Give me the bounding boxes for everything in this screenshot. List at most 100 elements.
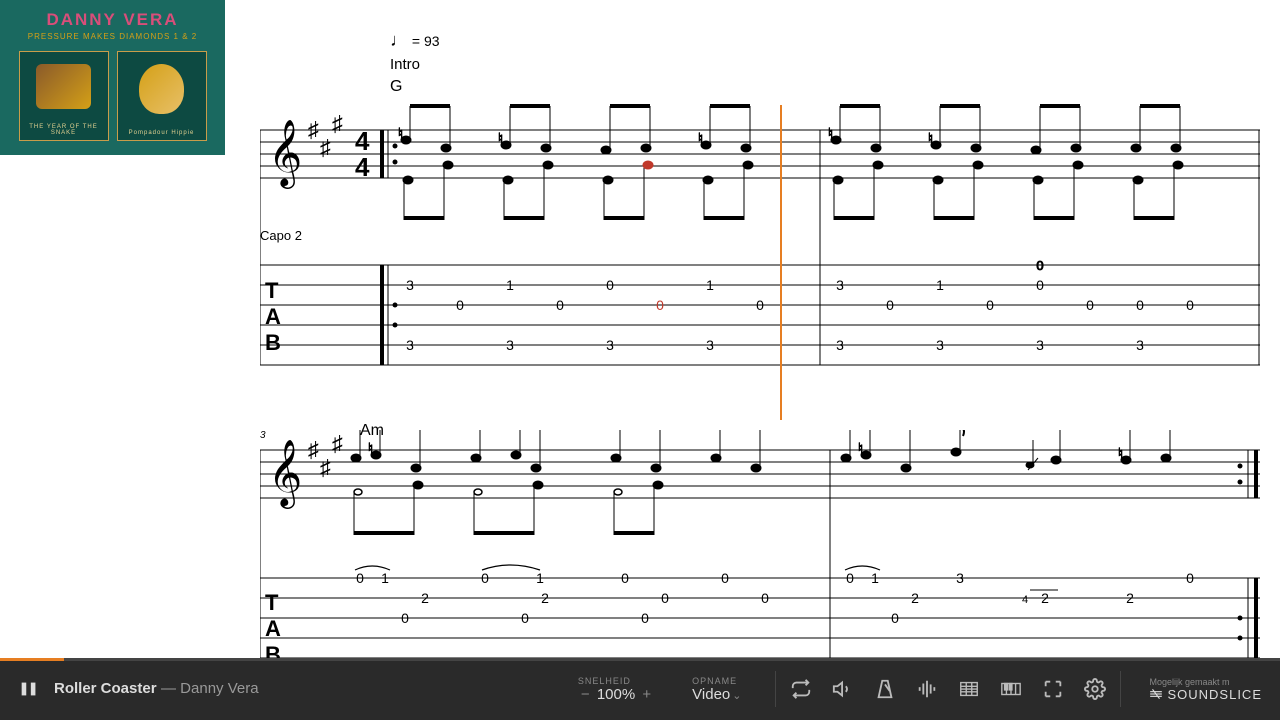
- svg-text:♮: ♮: [828, 125, 833, 141]
- svg-text:4: 4: [355, 152, 370, 182]
- svg-text:0: 0: [756, 297, 764, 313]
- svg-text:♯: ♯: [332, 431, 343, 456]
- notation-area[interactable]: ♩ = 93 Intro G Capo 2 𝄞 ♯♯♯ 4 4: [260, 30, 1260, 720]
- chevron-down-icon: ⌄: [732, 690, 741, 702]
- album-artist: DANNY VERA: [10, 10, 215, 30]
- capo-label: Capo 2: [260, 228, 302, 243]
- svg-text:♯: ♯: [320, 455, 331, 480]
- svg-text:0: 0: [1136, 297, 1144, 313]
- svg-text:♯: ♯: [320, 135, 331, 160]
- svg-text:3: 3: [506, 337, 514, 353]
- svg-text:0: 0: [656, 297, 664, 313]
- svg-text:A: A: [265, 616, 281, 641]
- album-cover-1: THE YEAR OF THE SNAKE: [19, 51, 109, 141]
- svg-text:0: 0: [1086, 297, 1094, 313]
- svg-text:3: 3: [706, 337, 714, 353]
- bar-number-3: 3: [260, 430, 266, 441]
- svg-text:𝄞: 𝄞: [268, 120, 302, 189]
- speed-plus[interactable]: +: [639, 686, 654, 703]
- progress-track[interactable]: [0, 658, 1280, 661]
- notation-system-1: ♩ = 93 Intro G Capo 2 𝄞 ♯♯♯ 4 4: [260, 30, 1260, 400]
- album-art-panel: DANNY VERA PRESSURE MAKES DIAMONDS 1 & 2…: [0, 0, 225, 155]
- svg-text:0: 0: [401, 610, 409, 626]
- player-bar: Roller Coaster — Danny Vera SNELHEID − 1…: [0, 658, 1280, 720]
- fullscreen-icon[interactable]: [1042, 678, 1064, 700]
- speed-minus[interactable]: −: [578, 686, 593, 703]
- svg-text:2: 2: [541, 590, 549, 606]
- svg-text:T: T: [265, 590, 279, 615]
- svg-text:0: 0: [761, 590, 769, 606]
- svg-text:♮: ♮: [928, 130, 933, 146]
- svg-text:0: 0: [356, 570, 364, 586]
- svg-text:0: 0: [986, 297, 994, 313]
- svg-text:0: 0: [606, 277, 614, 293]
- svg-text:A: A: [265, 304, 281, 329]
- svg-text:0: 0: [521, 610, 529, 626]
- svg-text:B: B: [265, 330, 281, 355]
- svg-text:2: 2: [1041, 590, 1049, 606]
- svg-text:♮: ♮: [498, 130, 503, 146]
- svg-text:0: 0: [846, 570, 854, 586]
- svg-text:0: 0: [891, 610, 899, 626]
- svg-text:♮: ♮: [1118, 445, 1123, 461]
- waveform-icon[interactable]: [916, 678, 938, 700]
- volume-icon[interactable]: [832, 678, 854, 700]
- cover-label-2: Pompadour Hippie: [129, 130, 195, 136]
- svg-text:0: 0: [621, 570, 629, 586]
- staff-svg-1: 𝄞 ♯♯♯ 4 4 T A B: [260, 30, 1260, 390]
- speed-control[interactable]: SNELHEID − 100% +: [578, 676, 654, 703]
- svg-text:1: 1: [871, 570, 879, 586]
- brand-block[interactable]: Mogelijk gemaakt m SOUNDSLICE: [1149, 677, 1262, 702]
- recording-value: Video⌄: [692, 686, 741, 703]
- play-icon[interactable]: [18, 678, 40, 700]
- brand-label: Mogelijk gemaakt m: [1149, 677, 1229, 687]
- svg-text:0: 0: [1186, 297, 1194, 313]
- svg-text:3: 3: [836, 277, 844, 293]
- fretboard-icon[interactable]: [958, 678, 980, 700]
- svg-text:1: 1: [536, 570, 544, 586]
- cover-label-1: THE YEAR OF THE SNAKE: [24, 124, 104, 136]
- svg-text:3: 3: [406, 277, 414, 293]
- svg-text:3: 3: [956, 570, 964, 586]
- svg-text:0: 0: [481, 570, 489, 586]
- svg-text:0: 0: [661, 590, 669, 606]
- brand-logo-icon: [1149, 687, 1163, 701]
- svg-text:0: 0: [1186, 570, 1194, 586]
- speed-value: − 100% +: [578, 686, 654, 703]
- svg-text:♮: ♮: [398, 125, 403, 141]
- svg-text:0: 0: [1036, 258, 1043, 273]
- progress-fill: [0, 658, 64, 661]
- svg-text:𝄞: 𝄞: [268, 440, 302, 509]
- svg-text:0: 0: [721, 570, 729, 586]
- notation-system-2: 3 Am 𝄞 ♯♯♯ T A B: [260, 430, 1260, 690]
- svg-text:♯: ♯: [308, 117, 319, 142]
- speed-label: SNELHEID: [578, 676, 631, 686]
- brand-name: SOUNDSLICE: [1149, 687, 1262, 702]
- svg-text:3: 3: [836, 337, 844, 353]
- recording-label: OPNAME: [692, 676, 737, 686]
- svg-text:0: 0: [556, 297, 564, 313]
- loop-icon[interactable]: [790, 678, 812, 700]
- tempo-marking: ♩ = 93: [390, 30, 440, 51]
- svg-text:2: 2: [911, 590, 919, 606]
- album-subtitle: PRESSURE MAKES DIAMONDS 1 & 2: [10, 32, 215, 41]
- divider: [775, 671, 776, 707]
- settings-icon[interactable]: [1084, 678, 1106, 700]
- svg-text:♮: ♮: [368, 440, 373, 456]
- svg-text:0: 0: [886, 297, 894, 313]
- recording-control[interactable]: OPNAME Video⌄: [692, 676, 741, 703]
- svg-text:1: 1: [936, 277, 944, 293]
- svg-text:4: 4: [1022, 594, 1028, 606]
- keyboard-icon[interactable]: [1000, 678, 1022, 700]
- svg-text:2: 2: [1126, 590, 1134, 606]
- divider-2: [1120, 671, 1121, 707]
- song-artist: — Danny Vera: [161, 680, 259, 697]
- svg-text:3: 3: [1036, 337, 1044, 353]
- svg-text:0: 0: [1036, 277, 1044, 293]
- album-cover-2: Pompadour Hippie: [117, 51, 207, 141]
- song-info: Roller Coaster — Danny Vera: [54, 680, 259, 698]
- svg-text:3: 3: [406, 337, 414, 353]
- svg-text:2: 2: [421, 590, 429, 606]
- metronome-icon[interactable]: [874, 678, 896, 700]
- svg-text:3: 3: [1136, 337, 1144, 353]
